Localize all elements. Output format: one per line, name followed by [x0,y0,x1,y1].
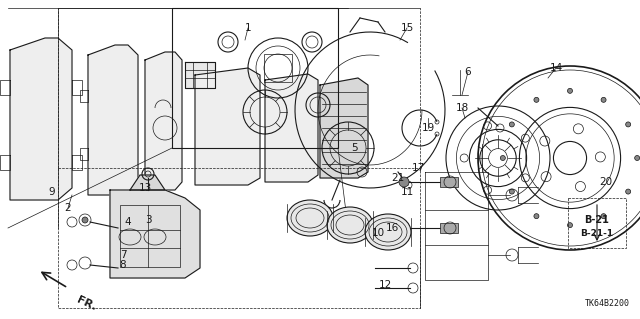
Text: 20: 20 [600,177,612,187]
Circle shape [399,177,409,187]
Text: 17: 17 [412,163,424,173]
Text: 3: 3 [145,215,151,225]
Text: 6: 6 [465,67,471,77]
Circle shape [399,223,409,233]
Text: B-21-1: B-21-1 [580,229,614,239]
Bar [440,223,458,233]
Polygon shape [265,74,318,182]
Circle shape [626,189,630,194]
Text: 21: 21 [392,173,404,183]
Text: 14: 14 [549,63,563,73]
Bar [58,168,420,308]
Text: 5: 5 [352,143,358,153]
Text: 19: 19 [421,123,435,133]
Bar [172,8,338,148]
Circle shape [635,155,639,160]
Text: B-21: B-21 [584,215,609,225]
Text: 13: 13 [138,183,152,193]
Bar [264,54,292,82]
Text: 9: 9 [49,187,55,197]
Polygon shape [320,78,368,178]
Polygon shape [88,45,138,195]
Polygon shape [195,68,260,185]
Circle shape [509,122,515,127]
Circle shape [626,122,630,127]
Text: 16: 16 [385,223,399,233]
Text: 2: 2 [65,203,71,213]
Text: 1: 1 [244,23,252,33]
Polygon shape [10,38,72,200]
Ellipse shape [365,214,411,250]
Circle shape [534,214,539,219]
Bar [568,198,626,248]
Polygon shape [185,62,215,88]
Bar [120,205,180,267]
Polygon shape [130,175,165,190]
Text: 7: 7 [120,250,126,260]
Text: 8: 8 [120,260,126,270]
Text: TK64B2200: TK64B2200 [585,299,630,308]
Polygon shape [110,190,200,278]
Text: 12: 12 [378,280,392,290]
Text: 4: 4 [125,217,131,227]
Bar [440,177,458,187]
Ellipse shape [327,207,373,243]
Circle shape [509,189,515,194]
Circle shape [568,223,573,228]
Circle shape [534,97,539,102]
Circle shape [500,155,506,160]
Text: FR.: FR. [75,295,98,313]
Text: 11: 11 [401,187,413,197]
Polygon shape [145,52,182,190]
Text: 18: 18 [456,103,468,113]
Circle shape [601,97,606,102]
Ellipse shape [287,200,333,236]
Circle shape [82,217,88,223]
Text: 15: 15 [401,23,413,33]
Circle shape [601,214,606,219]
Text: 10: 10 [371,228,385,238]
Circle shape [568,88,573,93]
